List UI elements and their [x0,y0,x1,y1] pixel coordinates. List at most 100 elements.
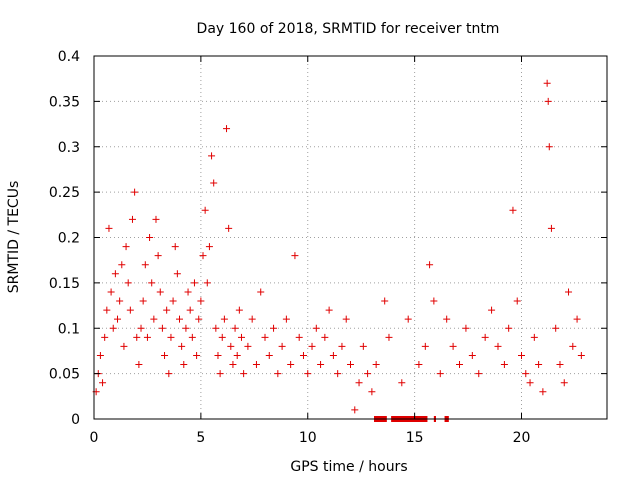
data-point [347,361,354,369]
data-point [188,333,196,341]
data-point [195,315,203,323]
y-tick-label: 0.05 [49,367,80,383]
grid-lines [94,56,607,419]
data-point [342,315,350,323]
data-point [109,324,117,332]
data-point [161,351,169,359]
data-point [505,324,513,332]
y-tick-label: 0 [71,412,80,428]
data-point [334,370,342,378]
data-point [229,361,237,369]
data-point [513,297,521,305]
data-point [225,224,233,232]
data-point [577,351,585,359]
data-point [543,79,551,87]
data-point [233,351,241,359]
data-point [398,379,406,387]
x-tick-label: 15 [406,430,424,446]
data-point [165,370,173,378]
data-point [518,351,525,359]
x-axis-label: GPS time / hours [290,459,407,475]
data-point [462,324,470,332]
data-point [308,342,316,350]
data-point [404,315,412,323]
data-point [539,388,547,396]
data-point [163,306,171,314]
y-tick-label: 0.35 [49,94,80,110]
data-point [182,324,190,332]
data-point [244,342,252,350]
data-point [137,324,145,332]
data-point [329,351,337,359]
data-point [203,279,211,287]
data-point [530,333,538,341]
data-point [426,261,434,269]
data-point [150,315,158,323]
data-point [368,388,376,396]
data-point [178,342,186,350]
data-point [173,270,181,278]
data-point [509,206,517,214]
data-point [535,361,543,369]
data-point [237,333,245,341]
data-point [126,306,134,314]
data-point [468,351,476,359]
data-point [552,324,560,332]
data-point [124,279,132,287]
data-point [522,370,530,378]
data-point [214,351,222,359]
data-point [248,315,256,323]
data-point [99,379,107,387]
y-tick-label: 0.15 [49,276,80,292]
y-tick-label: 0.4 [58,49,80,65]
y-axis-label: SRMTID / TECUs [6,181,22,294]
data-point [205,243,213,251]
data-point [430,297,438,305]
data-point [526,379,534,387]
data-point [257,288,265,296]
data-point [111,270,119,278]
data-point [131,188,139,196]
y-tick-label: 0.2 [58,231,80,247]
data-point [208,152,216,160]
data-point [193,351,201,359]
data-point [141,261,149,269]
data-point [415,361,423,369]
data-point [156,288,164,296]
data-point [158,324,166,332]
data-point [556,361,564,369]
data-point [278,342,286,350]
data-point [169,297,177,305]
data-point [359,342,367,350]
data-point [167,333,175,341]
data-point [114,315,122,323]
data-point [101,333,109,341]
data-point [443,315,451,323]
data-point [105,224,113,232]
data-point [171,243,179,251]
data-point [218,333,226,341]
data-point [199,252,207,260]
y-tick-label: 0.3 [58,140,80,156]
data-point [120,342,128,350]
data-point [240,370,248,378]
data-point [481,333,489,341]
data-point [231,324,239,332]
data-point [201,206,209,214]
data-point [197,297,205,305]
data-point [547,224,555,232]
data-point [96,351,104,359]
data-point [304,370,312,378]
axes: 0 5 10 15 20 0 0.05 0.1 0.15 0.2 0.25 0.3 0.35 0.4 [49,49,608,446]
data-point [488,306,496,314]
data-point [210,179,218,187]
data-point [252,361,260,369]
data-point [152,215,160,223]
data-point [118,261,126,269]
data-point [287,361,295,369]
data-point [133,333,141,341]
data-point [186,306,194,314]
data-point [282,315,290,323]
data-point [325,306,333,314]
data-point [143,333,151,341]
